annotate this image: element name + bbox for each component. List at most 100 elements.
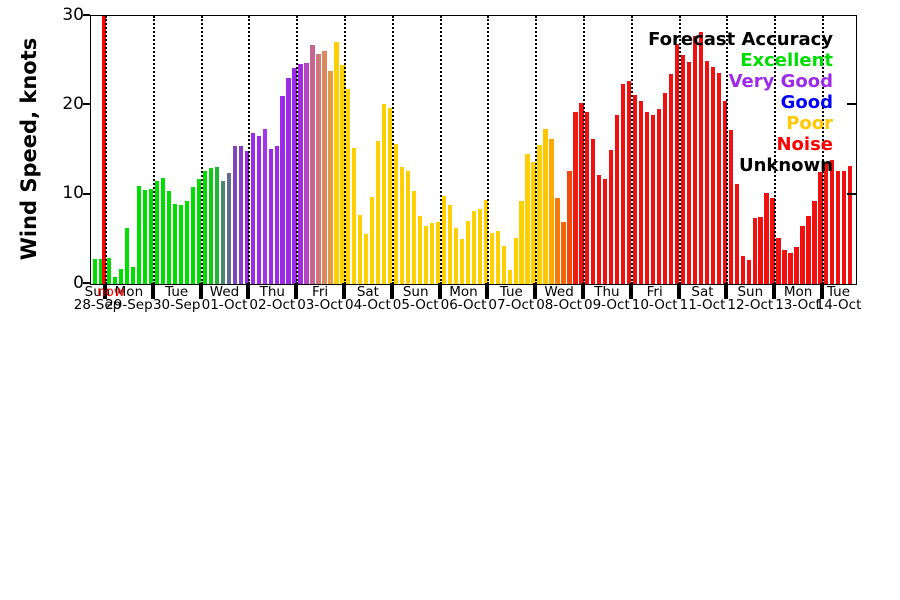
day-boundary-gridline (200, 16, 203, 284)
wind-speed-bar (830, 159, 835, 284)
x-tick-date: 03-Oct (297, 297, 343, 313)
x-tick-day-name: Wed (209, 284, 240, 300)
x-tick-day-name: Mon (114, 284, 144, 300)
wind-speed-bar (190, 186, 196, 284)
x-tick-day-name: Sun (402, 284, 429, 300)
wind-speed-bar (465, 220, 470, 284)
wind-speed-bar (549, 139, 554, 284)
day-boundary-gridline (583, 16, 585, 284)
wind-speed-bar (310, 44, 315, 284)
day-boundary-gridline (391, 16, 394, 284)
x-tick-date: 28-Sep (73, 297, 122, 313)
wind-speed-bar (399, 166, 405, 284)
wind-speed-bar (232, 146, 237, 284)
wind-speed-bar (812, 200, 817, 284)
wind-speed-bar (734, 183, 739, 284)
day-boundary-tick (437, 283, 442, 299)
y-tick-mark (83, 103, 90, 106)
wind-speed-bar (113, 276, 118, 284)
day-boundary-tick (103, 283, 107, 299)
wind-speed-bar (704, 60, 709, 284)
day-boundary-gridline (152, 16, 155, 284)
wind-speed-bar (603, 179, 608, 284)
wind-speed-bar (776, 237, 781, 284)
wind-speed-bar (256, 135, 261, 284)
wind-speed-bar (346, 89, 351, 284)
wind-speed-bar (686, 62, 692, 284)
day-boundary-tick (581, 283, 585, 299)
day-boundary-gridline (774, 16, 777, 284)
wind-speed-bar (585, 111, 590, 284)
day-boundary-tick (342, 283, 346, 299)
legend-title: Forecast Accuracy (648, 29, 833, 50)
day-boundary-tick (150, 283, 155, 299)
day-boundary-tick (628, 283, 633, 299)
day-boundary-tick (485, 283, 490, 299)
wind-speed-bar (250, 133, 255, 284)
wind-speed-bar (692, 35, 698, 284)
wind-speed-bar (298, 64, 303, 284)
day-boundary-gridline (822, 16, 824, 284)
x-tick-date: 10-Oct (631, 297, 678, 313)
wind-speed-bar (477, 208, 482, 284)
y-tick-label: 10 (62, 183, 84, 204)
wind-speed-bar (495, 231, 500, 284)
wind-speed-bar (429, 223, 435, 284)
x-tick-date: 12-Oct (727, 297, 774, 313)
legend-item-poor: Poor (786, 113, 833, 134)
wind-speed-bar (752, 217, 757, 284)
wind-speed-bar (178, 205, 184, 284)
wind-speed-bar (316, 54, 321, 284)
x-tick-date: 08-Oct (536, 297, 582, 313)
day-boundary-tick (294, 283, 299, 299)
day-boundary-gridline (439, 16, 442, 284)
x-tick-day-name: Thu (594, 284, 620, 300)
wind-speed-bar (650, 115, 656, 284)
x-tick-date: 04-Oct (345, 297, 391, 313)
legend-item-good: Good (780, 92, 833, 113)
wind-speed-bar (842, 171, 847, 284)
wind-speed-bar (358, 215, 363, 284)
wind-speed-bar (262, 128, 267, 284)
wind-speed-bar (447, 204, 453, 284)
wind-speed-bar (615, 115, 620, 284)
wind-speed-bar (93, 259, 98, 284)
x-tick-date: 01-Oct (201, 297, 248, 313)
x-tick-day-name: Mon (783, 284, 813, 300)
wind-speed-bar (388, 108, 393, 284)
wind-speed-bar (579, 102, 584, 284)
x-tick-date: 13-Oct (775, 297, 821, 313)
wind-speed-bar (322, 50, 327, 284)
wind-speed-bar (501, 245, 506, 284)
wind-speed-bar (155, 181, 160, 284)
wind-speed-bar (483, 200, 488, 284)
day-boundary-gridline (630, 16, 633, 284)
x-tick-day-name: Fri (646, 284, 663, 300)
wind-speed-bar (196, 179, 202, 284)
wind-speed-bar (435, 222, 441, 284)
day-boundary-gridline (248, 16, 251, 284)
wind-speed-bar (417, 216, 423, 284)
wind-speed-bar (788, 252, 793, 284)
wind-speed-bar (304, 63, 309, 284)
wind-speed-bar (633, 94, 638, 284)
y-axis-label: Wind Speed, knots (17, 37, 41, 261)
wind-speed-bar (555, 198, 560, 284)
wind-speed-bar (107, 258, 112, 284)
wind-speed-bar (280, 96, 285, 284)
x-tick-date: 30-Sep (152, 297, 201, 313)
wind-speed-bar (364, 233, 369, 284)
wind-speed-bar (149, 189, 154, 284)
wind-speed-bar (543, 129, 548, 284)
day-boundary-tick (724, 283, 729, 299)
wind-speed-bar (507, 269, 512, 284)
day-boundary-gridline (487, 16, 490, 284)
x-tick-day-name: Mon (449, 284, 478, 300)
day-boundary-tick (676, 283, 681, 299)
x-tick-day-name: Tue (826, 284, 851, 300)
plot-area (90, 15, 857, 285)
legend-item-unknown: Unknown (738, 155, 833, 176)
x-tick-date: 11-Oct (679, 297, 726, 313)
wind-speed-bar (836, 171, 841, 284)
wind-speed-bar (334, 41, 339, 284)
